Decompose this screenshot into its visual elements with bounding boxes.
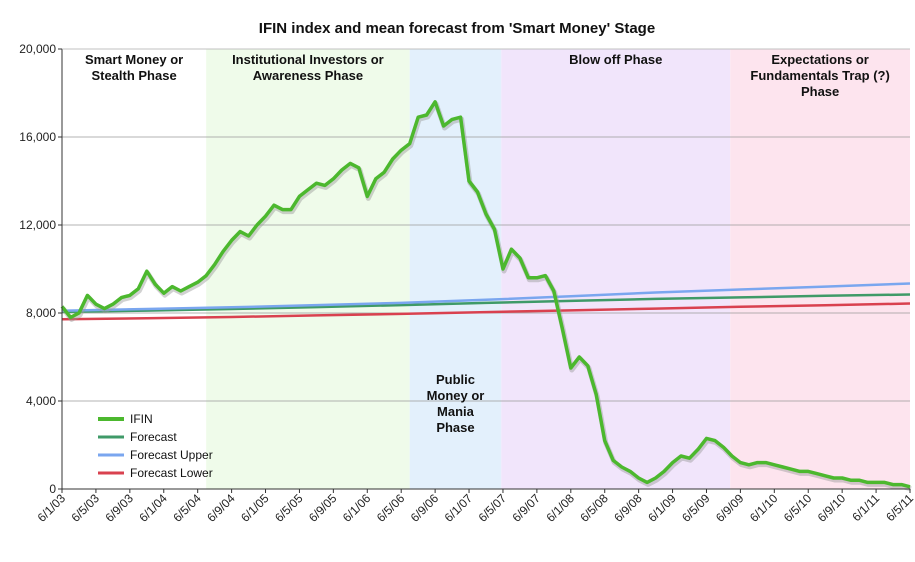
x-tick-label-5: 6/9/04 <box>204 491 238 525</box>
phase-label-0-line-1: Stealth Phase <box>91 68 176 83</box>
x-tick-label-22: 6/5/10 <box>781 491 815 525</box>
x-tick-label-4: 6/5/04 <box>170 491 204 525</box>
x-tick-label-17: 6/9/08 <box>611 491 645 525</box>
phase-label-4-line-1: Fundamentals Trap (?) <box>750 68 889 83</box>
series-line-forecast-upper <box>61 282 911 313</box>
x-tick-label-2: 6/9/03 <box>102 491 136 525</box>
x-tick-label-10: 6/5/06 <box>374 491 408 525</box>
x-tick-label-1: 6/5/03 <box>69 491 103 525</box>
y-tick-label-0: 0 <box>49 482 56 496</box>
x-tick-label-9: 6/1/06 <box>340 491 374 525</box>
x-tick-label-11: 6/9/06 <box>408 491 442 525</box>
x-tick-label-18: 6/1/09 <box>645 491 679 525</box>
legend-label-2: Forecast Upper <box>130 448 213 462</box>
phase-label-2-line-3: Phase <box>436 420 474 435</box>
phase-label-1-line-0: Institutional Investors or <box>232 52 384 67</box>
x-tick-label-25: 6/5/11 <box>883 491 915 524</box>
x-tick-label-20: 6/9/09 <box>713 491 747 525</box>
phase-label-2-line-1: Money or <box>427 388 485 403</box>
phase-band-0 <box>62 49 207 489</box>
phase-label-1-line-1: Awareness Phase <box>253 68 363 83</box>
x-tick-label-12: 6/1/07 <box>442 491 476 525</box>
x-tick-label-24: 6/1/11 <box>849 491 882 524</box>
x-tick-label-6: 6/1/05 <box>238 491 272 525</box>
legend-label-3: Forecast Lower <box>130 466 213 480</box>
x-tick-label-16: 6/5/08 <box>577 491 611 525</box>
series-lines <box>60 100 912 492</box>
y-tick-label-3: 12,000 <box>19 218 56 232</box>
x-tick-label-23: 6/9/10 <box>815 491 849 525</box>
phase-label-3-line-0: Blow off Phase <box>569 52 662 67</box>
chart-title: IFIN index and mean forecast from 'Smart… <box>259 20 655 37</box>
phase-backgrounds <box>62 49 910 489</box>
y-tick-label-5: 20,000 <box>19 42 56 56</box>
phase-band-4 <box>730 49 910 489</box>
y-tick-label-1: 4,000 <box>26 394 56 408</box>
phase-band-2 <box>409 49 502 489</box>
phase-band-1 <box>206 49 410 489</box>
series-line-forecast-lower <box>61 302 911 321</box>
phase-band-3 <box>501 49 731 489</box>
x-tick-label-7: 6/5/05 <box>272 491 306 525</box>
x-tick-label-14: 6/9/07 <box>510 491 544 525</box>
legend: IFIN Forecast Forecast Upper Forecast Lower <box>98 412 213 480</box>
x-tick-label-19: 6/5/09 <box>679 491 713 525</box>
y-tick-label-4: 16,000 <box>19 130 56 144</box>
x-tick-label-3: 6/1/04 <box>136 491 170 525</box>
y-tick-label-2: 8,000 <box>26 306 56 320</box>
x-tick-label-15: 6/1/08 <box>543 491 577 525</box>
phase-label-0-line-0: Smart Money or <box>85 52 183 67</box>
legend-label-0: IFIN <box>130 412 153 426</box>
x-tick-label-0: 6/1/03 <box>35 491 69 525</box>
phase-label-4-line-2: Phase <box>801 84 839 99</box>
x-tick-label-13: 6/5/07 <box>476 491 510 525</box>
legend-label-1: Forecast <box>130 430 177 444</box>
phase-label-4-line-0: Expectations or <box>771 52 869 67</box>
series-line-ifin <box>60 100 911 489</box>
phase-label-2-line-0: Public <box>436 372 475 387</box>
x-tick-label-21: 6/1/10 <box>747 491 781 525</box>
series-line-forecast <box>61 293 911 314</box>
x-tick-label-8: 6/9/05 <box>306 491 340 525</box>
phase-label-2-line-2: Mania <box>437 404 475 419</box>
